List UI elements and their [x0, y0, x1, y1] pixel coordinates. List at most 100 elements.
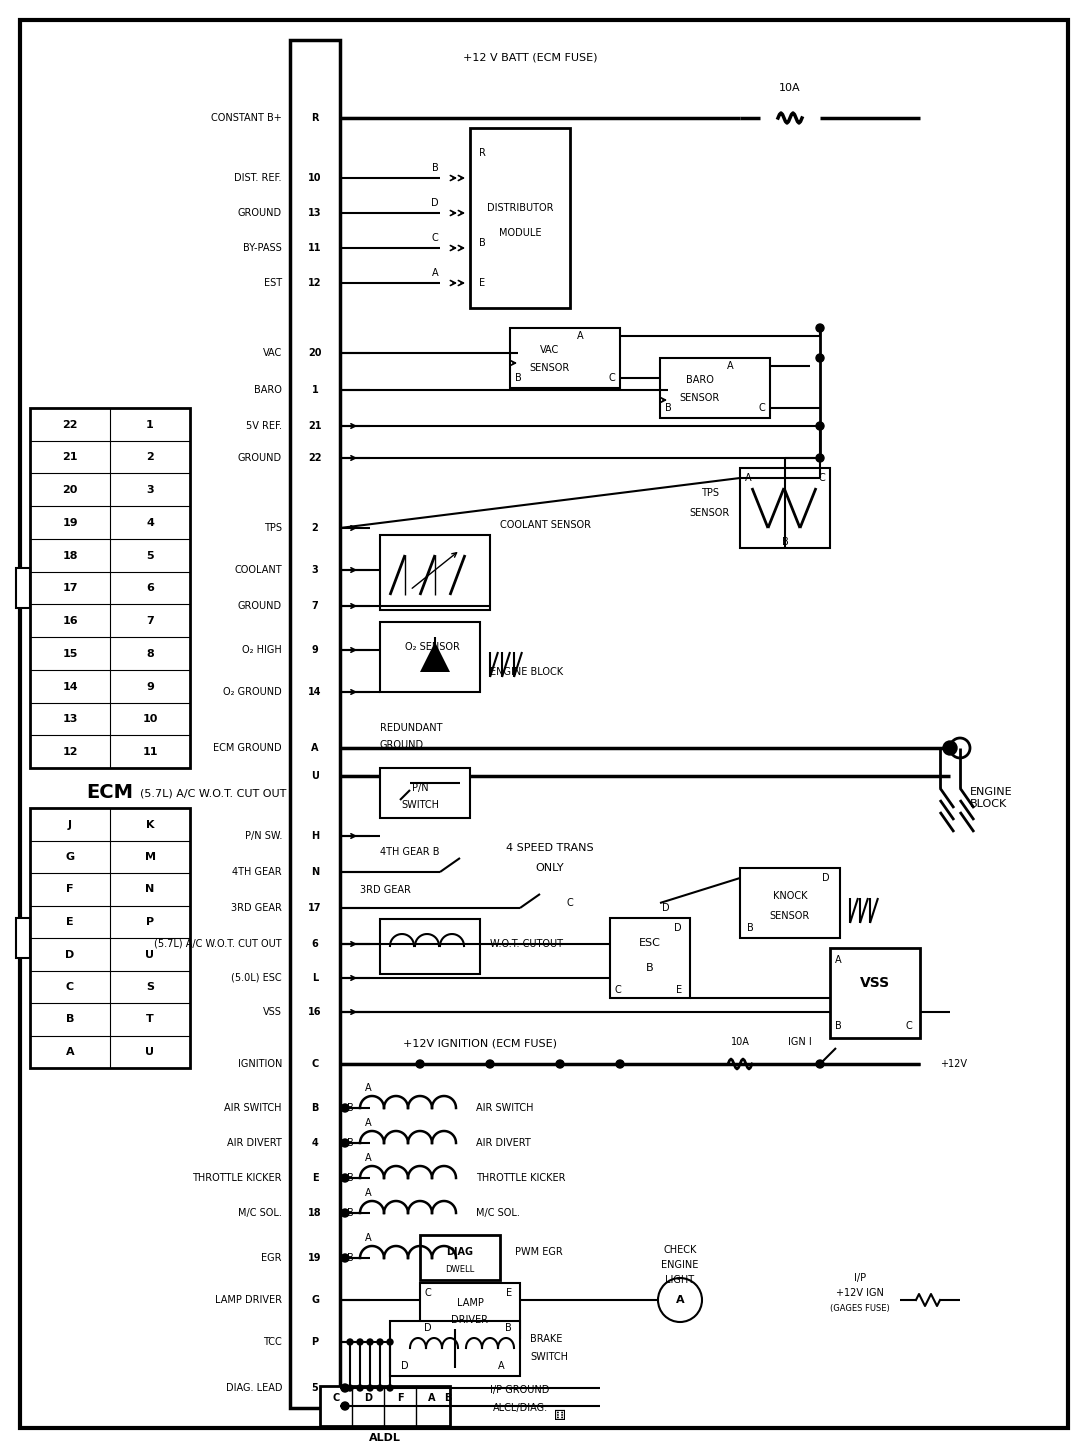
Text: U: U [146, 1047, 154, 1057]
Text: D: D [424, 1323, 432, 1334]
Circle shape [387, 1384, 393, 1392]
Text: A: A [834, 956, 841, 964]
Text: SWITCH: SWITCH [401, 799, 438, 809]
Text: DIAG. LEAD: DIAG. LEAD [225, 1383, 282, 1393]
Text: U: U [311, 770, 319, 780]
Text: E: E [506, 1289, 512, 1297]
Text: A: A [744, 473, 752, 484]
Bar [16, 568, 30, 608]
Bar [380, 623, 480, 692]
Text: B: B [347, 1173, 354, 1183]
Bar [380, 534, 490, 610]
Text: R: R [311, 113, 319, 123]
Circle shape [816, 353, 824, 362]
Circle shape [616, 1060, 625, 1069]
Text: A: A [676, 1295, 684, 1305]
Text: 4TH GEAR: 4TH GEAR [233, 867, 282, 877]
Text: P/N: P/N [411, 783, 429, 794]
Text: C: C [608, 374, 616, 384]
Text: TCC: TCC [263, 1337, 282, 1347]
Text: LAMP: LAMP [457, 1297, 483, 1308]
Bar [380, 919, 480, 975]
Text: 16: 16 [62, 615, 78, 626]
Polygon shape [420, 641, 450, 672]
Text: ⚅: ⚅ [554, 1409, 566, 1423]
Text: M/C SOL.: M/C SOL. [477, 1208, 520, 1218]
Circle shape [943, 741, 957, 754]
Text: 22: 22 [62, 420, 77, 430]
Text: GROUND: GROUND [238, 453, 282, 463]
Bar [740, 867, 840, 938]
Text: GROUND: GROUND [238, 601, 282, 611]
Text: VSS: VSS [860, 976, 890, 990]
Text: 3: 3 [311, 565, 319, 575]
Text: E: E [311, 1173, 319, 1183]
Text: 8: 8 [146, 649, 153, 659]
Text: SENSOR: SENSOR [530, 363, 570, 374]
Text: B: B [646, 963, 654, 973]
Circle shape [347, 1384, 353, 1392]
Text: B: B [665, 403, 671, 413]
Text: +12 V BATT (ECM FUSE): +12 V BATT (ECM FUSE) [462, 54, 597, 64]
Text: D: D [431, 198, 438, 209]
Text: W.O.T. CUTOUT: W.O.T. CUTOUT [490, 938, 562, 948]
Text: VSS: VSS [263, 1006, 282, 1016]
Text: ECM GROUND: ECM GROUND [213, 743, 282, 753]
Text: C: C [424, 1289, 431, 1297]
Text: B: B [834, 1021, 841, 1031]
Text: M/C SOL.: M/C SOL. [238, 1208, 282, 1218]
Text: PWM EGR: PWM EGR [515, 1247, 562, 1257]
Circle shape [816, 421, 824, 430]
Text: AIR DIVERT: AIR DIVERT [477, 1138, 531, 1148]
Text: 15: 15 [62, 649, 77, 659]
Text: 3RD GEAR: 3RD GEAR [360, 885, 411, 895]
Text: (5.7L) A/C W.O.T. CUT OUT: (5.7L) A/C W.O.T. CUT OUT [154, 938, 282, 948]
Text: 4 SPEED TRANS: 4 SPEED TRANS [506, 843, 594, 853]
Text: 10: 10 [143, 714, 158, 724]
Text: A: A [432, 268, 438, 278]
Text: 6: 6 [311, 938, 319, 948]
Text: DWELL: DWELL [445, 1266, 474, 1274]
Circle shape [341, 1254, 349, 1263]
Text: G: G [65, 851, 75, 862]
Text: B: B [432, 164, 438, 172]
Text: M: M [145, 851, 156, 862]
Text: ECM: ECM [87, 783, 134, 802]
Text: B: B [505, 1323, 512, 1334]
Circle shape [341, 1140, 349, 1147]
Text: E: E [676, 985, 682, 995]
Text: A: A [364, 1234, 371, 1242]
Text: ENGINE BLOCK: ENGINE BLOCK [490, 668, 564, 678]
Text: 3RD GEAR: 3RD GEAR [231, 904, 282, 914]
Text: 11: 11 [143, 747, 158, 757]
Text: E: E [66, 917, 74, 927]
Text: C: C [905, 1021, 912, 1031]
Text: 2: 2 [311, 523, 319, 533]
Text: LAMP DRIVER: LAMP DRIVER [215, 1295, 282, 1305]
Circle shape [816, 455, 824, 462]
Text: AIR SWITCH: AIR SWITCH [224, 1103, 282, 1114]
Text: F: F [66, 885, 74, 895]
Text: BY-PASS: BY-PASS [244, 243, 282, 253]
Text: B: B [444, 1393, 452, 1403]
Text: C: C [758, 403, 765, 413]
Circle shape [341, 1174, 349, 1182]
Text: AIR SWITCH: AIR SWITCH [477, 1103, 533, 1114]
Text: 7: 7 [311, 601, 319, 611]
Bar [320, 1386, 450, 1426]
Text: VAC: VAC [262, 348, 282, 358]
Text: SENSOR: SENSOR [680, 392, 720, 403]
Text: 1: 1 [311, 385, 319, 395]
Text: IGNITION: IGNITION [237, 1058, 282, 1069]
Text: THROTTLE KICKER: THROTTLE KICKER [193, 1173, 282, 1183]
Bar [30, 408, 190, 767]
Text: U: U [146, 950, 154, 960]
Text: DRIVER: DRIVER [452, 1315, 489, 1325]
Text: 7: 7 [146, 615, 153, 626]
Text: COOLANT: COOLANT [234, 565, 282, 575]
Bar [16, 918, 30, 959]
Text: B: B [347, 1208, 354, 1218]
Text: ENGINE: ENGINE [662, 1260, 698, 1270]
Text: 21: 21 [308, 421, 322, 432]
Text: (5.0L) ESC: (5.0L) ESC [232, 973, 282, 983]
